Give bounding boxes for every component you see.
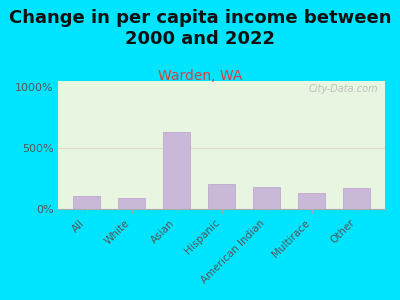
- Bar: [343, 188, 370, 208]
- Text: Change in per capita income between
2000 and 2022: Change in per capita income between 2000…: [9, 9, 391, 48]
- Text: City-Data.com: City-Data.com: [309, 84, 378, 94]
- Bar: [163, 132, 190, 208]
- Bar: [118, 198, 145, 208]
- Bar: [208, 184, 235, 208]
- Bar: [73, 196, 100, 208]
- Bar: [253, 188, 280, 208]
- Text: Warden, WA: Warden, WA: [158, 69, 242, 83]
- Bar: [298, 193, 325, 208]
